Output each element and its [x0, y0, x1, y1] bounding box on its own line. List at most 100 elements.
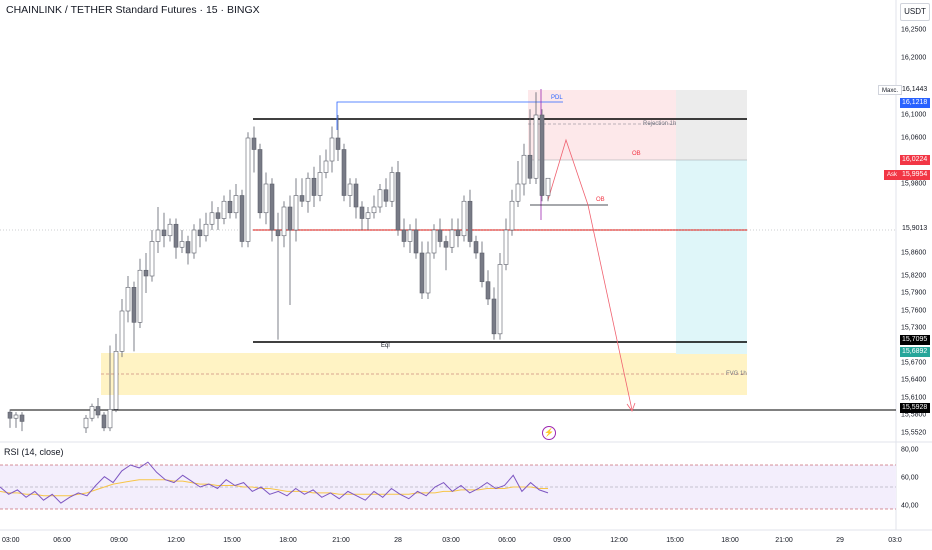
candle-body: [13, 414, 19, 419]
candle-body: [449, 229, 455, 248]
price-tick: 16,1000: [901, 111, 927, 119]
price-tick: 15,5520: [901, 429, 927, 437]
candle-body: [533, 114, 539, 179]
time-tick: 15:00: [666, 537, 684, 544]
candle-body: [155, 229, 161, 242]
candle-body: [521, 154, 527, 185]
eql-label: Eql: [381, 343, 390, 349]
candle-body: [209, 212, 215, 225]
candle-body: [347, 183, 353, 196]
candle-body: [197, 229, 203, 237]
candle-body: [245, 137, 251, 242]
candle-body: [281, 206, 287, 237]
candle-body: [485, 281, 491, 300]
candle-body: [455, 229, 461, 237]
candle-body: [95, 406, 101, 416]
candle-body: [191, 229, 197, 254]
target-zone: [676, 160, 747, 354]
candle-body: [89, 406, 95, 419]
candle-body: [407, 229, 413, 242]
candle-body: [437, 229, 443, 242]
candle-body: [401, 229, 407, 242]
candle-body: [179, 241, 185, 248]
candle-body: [515, 183, 521, 202]
time-tick: 03:0: [888, 537, 902, 544]
candle-body: [143, 269, 149, 277]
time-tick: 12:00: [610, 537, 628, 544]
price-tick: 15,7900: [901, 289, 927, 297]
time-tick: 15:00: [223, 537, 241, 544]
price-badge: 16,1443: [900, 84, 930, 95]
candles-group: [7, 92, 551, 433]
candle-body: [359, 206, 365, 219]
candle-body: [305, 177, 311, 202]
rsi-tick-60: 60,00: [901, 474, 919, 482]
candle-body: [353, 183, 359, 208]
fvg-label: FVG 1h: [726, 371, 747, 377]
candle-body: [287, 206, 293, 231]
time-tick: 06:00: [498, 537, 516, 544]
candle-body: [341, 149, 347, 196]
price-tick: 15,5800: [901, 411, 927, 419]
lightning-event-icon[interactable]: ⚡: [542, 426, 556, 440]
price-badge: 16,0224: [900, 154, 930, 165]
price-tick: 15,8600: [901, 249, 927, 257]
price-tick: 16,0600: [901, 134, 927, 142]
price-tick: 15,7300: [901, 324, 927, 332]
candle-body: [383, 189, 389, 202]
price-tick: 15,8200: [901, 272, 927, 280]
price-badge: 15,5928: [900, 402, 930, 413]
candle-body: [335, 137, 341, 150]
candle-body: [299, 195, 305, 202]
price-badge: 15,9013: [900, 224, 930, 235]
rsi-line: [0, 461, 549, 504]
pdl-label: PDL: [551, 95, 563, 101]
candle-body: [167, 223, 173, 237]
candle-body: [395, 172, 401, 231]
rsi-tick-40: 40,00: [901, 502, 919, 510]
candle-body: [467, 200, 473, 242]
symbol-title[interactable]: CHAINLINK / TETHER Standard Futures · 15…: [6, 4, 260, 16]
price-badge-tag: Maxc.: [878, 84, 903, 95]
candle-body: [323, 160, 329, 173]
candle-body: [377, 189, 383, 208]
candle-body: [257, 149, 263, 214]
candle-body: [479, 252, 485, 282]
price-tick: 16,2000: [901, 54, 927, 62]
candle-body: [19, 414, 25, 422]
price-tick: 15,6100: [901, 394, 927, 402]
candle-body: [419, 252, 425, 294]
stop-zone-future: [676, 90, 747, 160]
candle-body: [413, 229, 419, 254]
rsi-title[interactable]: RSI (14, close): [4, 447, 64, 457]
time-tick: 03:00: [2, 537, 20, 544]
rejection-label: Rejection 1h: [643, 121, 677, 127]
rsi-tick-80: 80,00: [901, 446, 919, 454]
price-tick: 15,9800: [901, 180, 927, 188]
candle-body: [125, 287, 131, 312]
currency-button[interactable]: USDT: [900, 3, 930, 21]
candle-body: [461, 200, 467, 237]
candle-body: [491, 298, 497, 335]
candle-body: [545, 177, 551, 196]
time-tick: 09:00: [553, 537, 571, 544]
time-tick: 03:00: [442, 537, 460, 544]
pdl-line: [336, 101, 563, 130]
candle-body: [107, 409, 113, 429]
candle-body: [317, 172, 323, 196]
candle-body: [227, 200, 233, 214]
price-tick: 15,7600: [901, 307, 927, 315]
price-tick: 15,6400: [901, 376, 927, 384]
candle-body: [311, 177, 317, 196]
candle-body: [389, 172, 395, 202]
candle-body: [503, 229, 509, 265]
candle-body: [293, 195, 299, 231]
price-badge-tag: Ask: [884, 170, 901, 181]
time-tick: 18:00: [279, 537, 297, 544]
candle-body: [185, 241, 191, 254]
candle-body: [497, 264, 503, 335]
candle-body: [233, 195, 239, 214]
candle-body: [527, 154, 533, 179]
time-tick: 21:00: [332, 537, 350, 544]
